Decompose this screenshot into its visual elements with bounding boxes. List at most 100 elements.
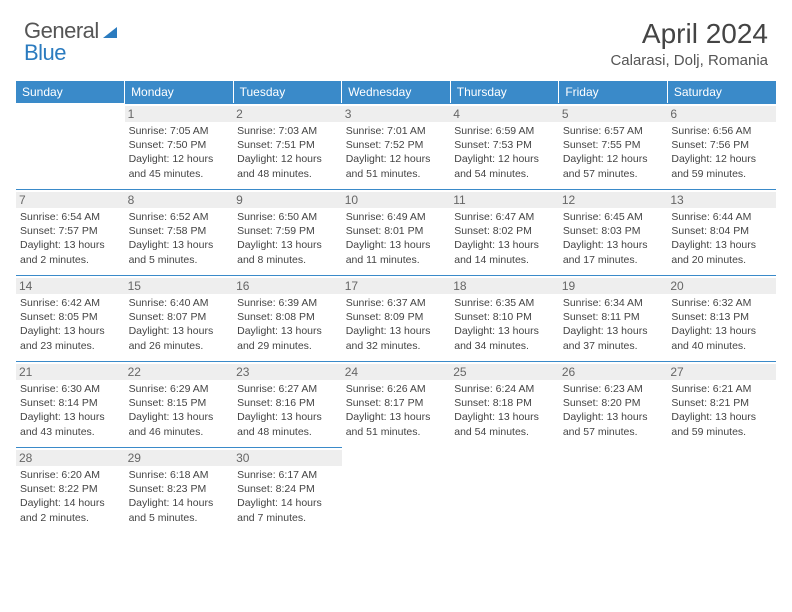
day-info: Sunrise: 6:35 AMSunset: 8:10 PMDaylight:… (454, 296, 555, 353)
day-number: 21 (16, 364, 125, 380)
day-info: Sunrise: 6:34 AMSunset: 8:11 PMDaylight:… (563, 296, 664, 353)
calendar-cell: 17Sunrise: 6:37 AMSunset: 8:09 PMDayligh… (342, 275, 451, 361)
calendar-cell (342, 447, 451, 533)
day-cell: 12Sunrise: 6:45 AMSunset: 8:03 PMDayligh… (559, 189, 668, 275)
day-info: Sunrise: 6:52 AMSunset: 7:58 PMDaylight:… (129, 210, 230, 267)
info-line: and 48 minutes. (237, 425, 338, 439)
day-info: Sunrise: 6:40 AMSunset: 8:07 PMDaylight:… (129, 296, 230, 353)
info-line: Sunrise: 6:56 AM (671, 124, 772, 138)
info-line: and 2 minutes. (20, 511, 121, 525)
weekday-header: Wednesday (342, 81, 451, 103)
info-line: Sunrise: 6:23 AM (563, 382, 664, 396)
day-number: 16 (233, 278, 342, 294)
logo-triangle-icon (103, 27, 117, 38)
info-line: Sunrise: 6:21 AM (671, 382, 772, 396)
info-line: and 45 minutes. (129, 167, 230, 181)
info-line: Sunset: 8:02 PM (454, 224, 555, 238)
calendar-cell: 14Sunrise: 6:42 AMSunset: 8:05 PMDayligh… (16, 275, 125, 361)
calendar-cell: 3Sunrise: 7:01 AMSunset: 7:52 PMDaylight… (342, 103, 451, 189)
info-line: Sunrise: 6:37 AM (346, 296, 447, 310)
day-info: Sunrise: 6:59 AMSunset: 7:53 PMDaylight:… (454, 124, 555, 181)
info-line: Daylight: 13 hours (671, 410, 772, 424)
calendar-cell: 8Sunrise: 6:52 AMSunset: 7:58 PMDaylight… (125, 189, 234, 275)
day-info: Sunrise: 6:44 AMSunset: 8:04 PMDaylight:… (671, 210, 772, 267)
info-line: Sunset: 8:22 PM (20, 482, 121, 496)
day-number: 4 (450, 106, 559, 122)
day-cell: 18Sunrise: 6:35 AMSunset: 8:10 PMDayligh… (450, 275, 559, 361)
info-line: Sunrise: 6:17 AM (237, 468, 338, 482)
info-line: Sunset: 8:03 PM (563, 224, 664, 238)
day-cell: 13Sunrise: 6:44 AMSunset: 8:04 PMDayligh… (667, 189, 776, 275)
day-number: 3 (342, 106, 451, 122)
info-line: Sunset: 8:11 PM (563, 310, 664, 324)
info-line: and 23 minutes. (20, 339, 121, 353)
day-cell: 19Sunrise: 6:34 AMSunset: 8:11 PMDayligh… (559, 275, 668, 361)
info-line: Sunset: 8:20 PM (563, 396, 664, 410)
title-block: April 2024 Calarasi, Dolj, Romania (610, 18, 768, 69)
info-line: and 57 minutes. (563, 167, 664, 181)
day-info: Sunrise: 6:20 AMSunset: 8:22 PMDaylight:… (20, 468, 121, 525)
day-cell: 6Sunrise: 6:56 AMSunset: 7:56 PMDaylight… (667, 103, 776, 189)
day-info: Sunrise: 6:54 AMSunset: 7:57 PMDaylight:… (20, 210, 121, 267)
day-info: Sunrise: 6:57 AMSunset: 7:55 PMDaylight:… (563, 124, 664, 181)
info-line: and 2 minutes. (20, 253, 121, 267)
info-line: Sunset: 8:10 PM (454, 310, 555, 324)
info-line: Sunset: 8:17 PM (346, 396, 447, 410)
day-cell: 3Sunrise: 7:01 AMSunset: 7:52 PMDaylight… (342, 103, 451, 189)
day-number: 17 (342, 278, 451, 294)
info-line: Sunrise: 6:42 AM (20, 296, 121, 310)
calendar-cell (450, 447, 559, 533)
day-number: 30 (233, 450, 342, 466)
info-line: Daylight: 13 hours (129, 410, 230, 424)
info-line: Daylight: 13 hours (129, 324, 230, 338)
info-line: Sunrise: 6:30 AM (20, 382, 121, 396)
info-line: Sunset: 7:58 PM (129, 224, 230, 238)
day-info: Sunrise: 7:03 AMSunset: 7:51 PMDaylight:… (237, 124, 338, 181)
day-number: 29 (125, 450, 234, 466)
day-number: 1 (125, 106, 234, 122)
day-cell: 4 Sunrise: 6:59 AMSunset: 7:53 PMDaylight… (450, 103, 559, 189)
info-line: Daylight: 13 hours (346, 410, 447, 424)
info-line: Sunset: 8:13 PM (671, 310, 772, 324)
day-cell: 29Sunrise: 6:18 AMSunset: 8:23 PMDayligh… (125, 447, 234, 533)
info-line: Sunset: 8:15 PM (129, 396, 230, 410)
logo-text-blue: Blue (24, 40, 66, 65)
info-line: Sunset: 7:59 PM (237, 224, 338, 238)
empty-cell (16, 103, 125, 189)
day-cell: 22Sunrise: 6:29 AMSunset: 8:15 PMDayligh… (125, 361, 234, 447)
day-cell: 21Sunrise: 6:30 AMSunset: 8:14 PMDayligh… (16, 361, 125, 447)
info-line: Sunrise: 6:39 AM (237, 296, 338, 310)
day-number: 28 (16, 450, 125, 466)
info-line: and 57 minutes. (563, 425, 664, 439)
info-line: Sunset: 7:52 PM (346, 138, 447, 152)
info-line: Daylight: 13 hours (563, 410, 664, 424)
calendar-cell: 19Sunrise: 6:34 AMSunset: 8:11 PMDayligh… (559, 275, 668, 361)
info-line: and 29 minutes. (237, 339, 338, 353)
info-line: Daylight: 12 hours (563, 152, 664, 166)
day-info: Sunrise: 6:45 AMSunset: 8:03 PMDaylight:… (563, 210, 664, 267)
calendar-cell: 13Sunrise: 6:44 AMSunset: 8:04 PMDayligh… (667, 189, 776, 275)
logo-line2: Blue (24, 40, 66, 66)
info-line: Sunset: 7:51 PM (237, 138, 338, 152)
info-line: Sunset: 7:50 PM (129, 138, 230, 152)
info-line: Daylight: 13 hours (20, 324, 121, 338)
day-number: 15 (125, 278, 234, 294)
day-info: Sunrise: 6:42 AMSunset: 8:05 PMDaylight:… (20, 296, 121, 353)
info-line: Sunset: 8:01 PM (346, 224, 447, 238)
calendar-cell: 7Sunrise: 6:54 AMSunset: 7:57 PMDaylight… (16, 189, 125, 275)
info-line: and 5 minutes. (129, 511, 230, 525)
page-subtitle: Calarasi, Dolj, Romania (610, 52, 768, 69)
info-line: Daylight: 14 hours (20, 496, 121, 510)
calendar-cell: 12Sunrise: 6:45 AMSunset: 8:03 PMDayligh… (559, 189, 668, 275)
day-cell: 26Sunrise: 6:23 AMSunset: 8:20 PMDayligh… (559, 361, 668, 447)
info-line: Daylight: 13 hours (454, 410, 555, 424)
info-line: Daylight: 13 hours (237, 238, 338, 252)
day-cell: 1Sunrise: 7:05 AMSunset: 7:50 PMDaylight… (125, 103, 234, 189)
info-line: Daylight: 12 hours (671, 152, 772, 166)
weekday-header: Friday (559, 81, 668, 103)
info-line: Daylight: 13 hours (20, 238, 121, 252)
info-line: Daylight: 13 hours (671, 324, 772, 338)
info-line: Sunset: 7:55 PM (563, 138, 664, 152)
info-line: Sunset: 8:21 PM (671, 396, 772, 410)
info-line: and 51 minutes. (346, 425, 447, 439)
